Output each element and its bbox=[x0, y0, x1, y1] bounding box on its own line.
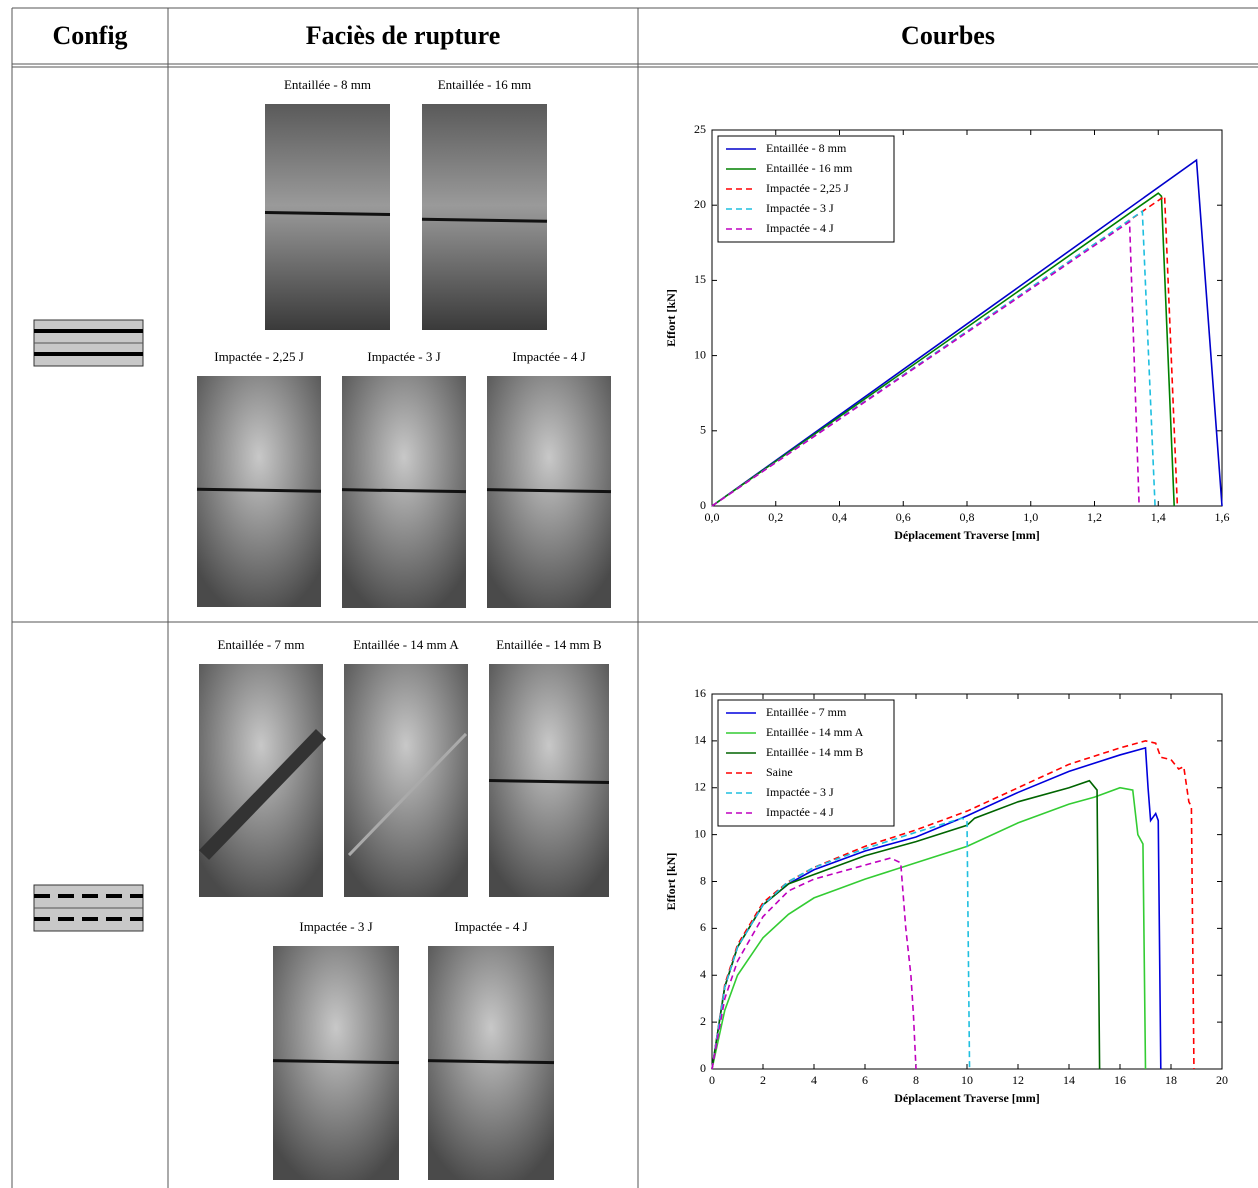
legend-label: Saine bbox=[766, 765, 793, 779]
y-tick-label: 2 bbox=[700, 1014, 706, 1028]
legend-label: Entaillée - 14 mm A bbox=[766, 725, 864, 739]
y-tick-label: 20 bbox=[694, 197, 706, 211]
x-tick-label: 1,4 bbox=[1151, 510, 1166, 524]
crack bbox=[341, 488, 467, 494]
photo-label: Entaillée - 14 mm A bbox=[353, 637, 459, 652]
photo-label: Entaillée - 16 mm bbox=[438, 77, 532, 92]
y-tick-label: 25 bbox=[694, 122, 706, 136]
crack bbox=[427, 1059, 555, 1065]
x-tick-label: 14 bbox=[1063, 1073, 1075, 1087]
legend-label: Entaillée - 7 mm bbox=[766, 705, 847, 719]
photo-label: Entaillée - 8 mm bbox=[284, 77, 371, 92]
photo-label: Entaillée - 14 mm B bbox=[496, 637, 602, 652]
series-line bbox=[711, 220, 1140, 507]
legend-label: Impactée - 4 J bbox=[766, 221, 834, 235]
series-line bbox=[711, 817, 971, 1070]
y-tick-label: 14 bbox=[694, 733, 706, 747]
y-tick-label: 15 bbox=[694, 272, 706, 286]
y-tick-label: 6 bbox=[700, 920, 706, 934]
x-tick-label: 6 bbox=[862, 1073, 868, 1087]
crack bbox=[488, 779, 610, 784]
x-tick-label: 1,6 bbox=[1215, 510, 1230, 524]
crack bbox=[421, 217, 548, 223]
y-tick-label: 12 bbox=[694, 780, 706, 794]
y-tick-label: 8 bbox=[700, 873, 706, 887]
photo-label: Impactée - 3 J bbox=[299, 919, 372, 934]
legend-label: Impactée - 3 J bbox=[766, 785, 834, 799]
series-line bbox=[711, 158, 1223, 507]
crack bbox=[198, 729, 327, 860]
crack bbox=[272, 1059, 400, 1065]
table-grid bbox=[11, 7, 1258, 1188]
x-tick-label: 10 bbox=[961, 1073, 973, 1087]
x-tick-label: 1,0 bbox=[1023, 510, 1038, 524]
x-tick-label: 0,0 bbox=[705, 510, 720, 524]
photo bbox=[199, 664, 323, 897]
x-tick-label: 4 bbox=[811, 1073, 817, 1087]
y-tick-label: 0 bbox=[700, 1061, 706, 1075]
x-tick-label: 2 bbox=[760, 1073, 766, 1087]
photo-label: Impactée - 4 J bbox=[512, 349, 585, 364]
x-tick-label: 0 bbox=[709, 1073, 715, 1087]
y-tick-label: 5 bbox=[700, 423, 706, 437]
x-tick-label: 20 bbox=[1216, 1073, 1228, 1087]
y-tick-label: 10 bbox=[694, 826, 706, 840]
config-icon bbox=[33, 884, 144, 932]
y-tick-label: 10 bbox=[694, 347, 706, 361]
x-tick-label: 12 bbox=[1012, 1073, 1024, 1087]
y-tick-label: 4 bbox=[700, 967, 706, 981]
x-tick-label: 18 bbox=[1165, 1073, 1177, 1087]
header: Faciès de rupture bbox=[306, 21, 501, 50]
legend-label: Entaillée - 16 mm bbox=[766, 161, 853, 175]
config-icon bbox=[33, 319, 144, 367]
header: Config bbox=[52, 21, 127, 50]
x-tick-label: 0,6 bbox=[896, 510, 911, 524]
legend-label: Impactée - 4 J bbox=[766, 805, 834, 819]
legend-label: Impactée - 3 J bbox=[766, 201, 834, 215]
series-line bbox=[711, 192, 1175, 507]
photo-label: Impactée - 4 J bbox=[454, 919, 527, 934]
photo-label: Impactée - 2,25 J bbox=[214, 349, 304, 364]
photo-label: Impactée - 3 J bbox=[367, 349, 440, 364]
crack bbox=[347, 732, 468, 857]
x-tick-label: 0,4 bbox=[832, 510, 847, 524]
photo bbox=[422, 104, 547, 330]
crack bbox=[486, 488, 612, 494]
legend-label: Impactée - 2,25 J bbox=[766, 181, 849, 195]
y-axis-label: Effort [kN] bbox=[664, 853, 678, 911]
x-axis-label: Déplacement Traverse [mm] bbox=[894, 1091, 1040, 1105]
photo bbox=[265, 104, 390, 330]
crack bbox=[196, 487, 322, 493]
legend-box bbox=[717, 699, 895, 827]
series-line bbox=[711, 740, 1195, 1070]
photo bbox=[344, 664, 468, 897]
legend-label: Entaillée - 8 mm bbox=[766, 141, 847, 155]
photo-label: Entaillée - 7 mm bbox=[217, 637, 304, 652]
x-tick-label: 8 bbox=[913, 1073, 919, 1087]
y-tick-label: 16 bbox=[694, 686, 706, 700]
series-line bbox=[711, 857, 917, 1070]
x-tick-label: 0,2 bbox=[768, 510, 783, 524]
crack bbox=[264, 210, 391, 216]
legend-label: Entaillée - 14 mm B bbox=[766, 745, 863, 759]
x-axis-label: Déplacement Traverse [mm] bbox=[894, 528, 1040, 542]
y-axis-label: Effort [kN] bbox=[664, 289, 678, 347]
x-tick-label: 1,2 bbox=[1087, 510, 1102, 524]
x-tick-label: 0,8 bbox=[960, 510, 975, 524]
y-tick-label: 0 bbox=[700, 498, 706, 512]
header: Courbes bbox=[901, 21, 995, 50]
x-tick-label: 16 bbox=[1114, 1073, 1126, 1087]
